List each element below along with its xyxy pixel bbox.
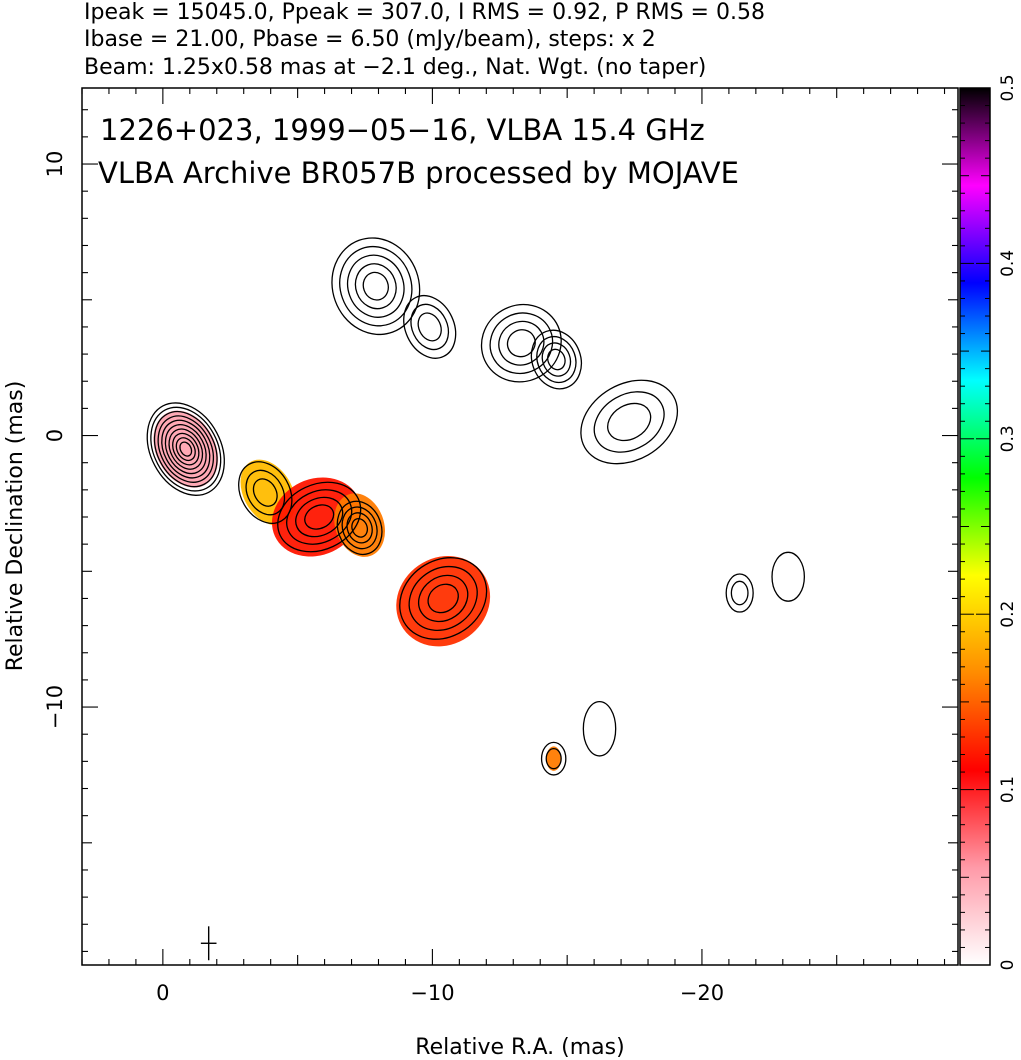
colorbar-tick-label: 0.4 (998, 250, 1018, 277)
intensity-contour (277, 481, 362, 553)
colorbar-tick-label: 0.1 (998, 776, 1018, 803)
intensity-contour (399, 557, 488, 640)
polarization-patch (546, 746, 562, 771)
intensity-contour (331, 237, 421, 336)
intensity-contour (489, 312, 554, 375)
x-tick-label: −10 (410, 981, 454, 1005)
intensity-contour (730, 580, 749, 606)
intensity-contour (582, 700, 617, 757)
intensity-contour (506, 329, 536, 358)
intensity-contour (157, 415, 215, 483)
intensity-contour (164, 424, 207, 475)
intensity-contour (341, 506, 378, 550)
intensity-contour (245, 469, 286, 516)
intensity-contour (362, 271, 389, 301)
intensity-contour (336, 500, 383, 556)
chart-title: 1226+023, 1999−05−16, VLBA 15.4 GHz (100, 113, 705, 147)
intensity-contour (417, 312, 442, 342)
intensity-contour (354, 263, 397, 310)
intensity-contour (480, 303, 562, 383)
colorbar-tick-label: 0 (998, 960, 1018, 971)
intensity-contour (541, 342, 572, 377)
y-tick-label: −10 (43, 685, 67, 729)
intensity-contour (168, 428, 204, 470)
x-tick-label: −20 (680, 981, 724, 1005)
intensity-contour (346, 512, 373, 544)
y-tick-label: 0 (43, 429, 67, 442)
intensity-contour (295, 496, 344, 538)
colorbar-tick-label: 0.3 (998, 425, 1018, 452)
colorbar-ticks: 0 0.1 0.2 0.3 0.4 0.5 (960, 74, 1018, 970)
polarization-color-layer (153, 410, 562, 771)
intensity-contour (175, 437, 196, 462)
intensity-contour (547, 348, 566, 371)
polarization-patch (396, 555, 491, 647)
intensity-contour (607, 402, 652, 442)
axis-ticks: 0 −10 −20 10 0 −10 (43, 88, 958, 1005)
colorbar-tick-label: 0.2 (998, 601, 1018, 628)
intensity-contour (351, 517, 369, 538)
intensity-contour-layer (146, 237, 806, 776)
intensity-contour (252, 478, 278, 507)
header-line-3: Beam: 1.25x0.58 mas at −2.1 deg., Nat. W… (84, 55, 706, 80)
intensity-contour (161, 419, 211, 479)
intensity-contour (593, 391, 665, 453)
plot-frame (81, 87, 959, 966)
intensity-contour (410, 303, 450, 351)
header-line-1: Ipeak = 15045.0, Ppeak = 307.0, I RMS = … (84, 0, 765, 25)
chart-subtitle: VLBA Archive BR057B processed by MOJAVE (98, 156, 739, 190)
x-tick-label: 0 (156, 981, 169, 1005)
x-axis-label: Relative R.A. (mas) (415, 1035, 624, 1060)
intensity-contour (536, 335, 577, 384)
intensity-contour (417, 574, 469, 623)
beam-marker (200, 926, 217, 961)
intensity-contour (403, 295, 457, 359)
intensity-contour (427, 583, 459, 614)
intensity-contour (771, 551, 806, 602)
intensity-contour (179, 441, 193, 457)
intensity-contour (725, 573, 754, 613)
intensity-contour (153, 410, 218, 488)
intensity-contour (545, 747, 562, 770)
intensity-contour (530, 329, 583, 390)
intensity-contour (408, 565, 478, 631)
intensity-contour (146, 402, 225, 496)
intensity-contour (540, 741, 567, 776)
colorbar-tick-label: 0.5 (998, 74, 1018, 101)
intensity-contour (304, 504, 335, 530)
colorbar: 0 0.1 0.2 0.3 0.4 0.5 (959, 74, 1018, 970)
intensity-contour (172, 432, 200, 466)
intensity-contour (238, 461, 293, 524)
header-line-2: Ibase = 21.00, Pbase = 6.50 (mJy/beam), … (84, 27, 656, 52)
plot-area: 0 −10 −20 10 0 −10 (43, 87, 959, 1005)
intensity-contour (150, 406, 222, 492)
intensity-contour (339, 245, 413, 327)
y-tick-label: 10 (43, 151, 67, 178)
intensity-contour (346, 254, 405, 318)
y-axis-label: Relative Declination (mas) (3, 381, 28, 672)
intensity-contour (580, 379, 679, 465)
